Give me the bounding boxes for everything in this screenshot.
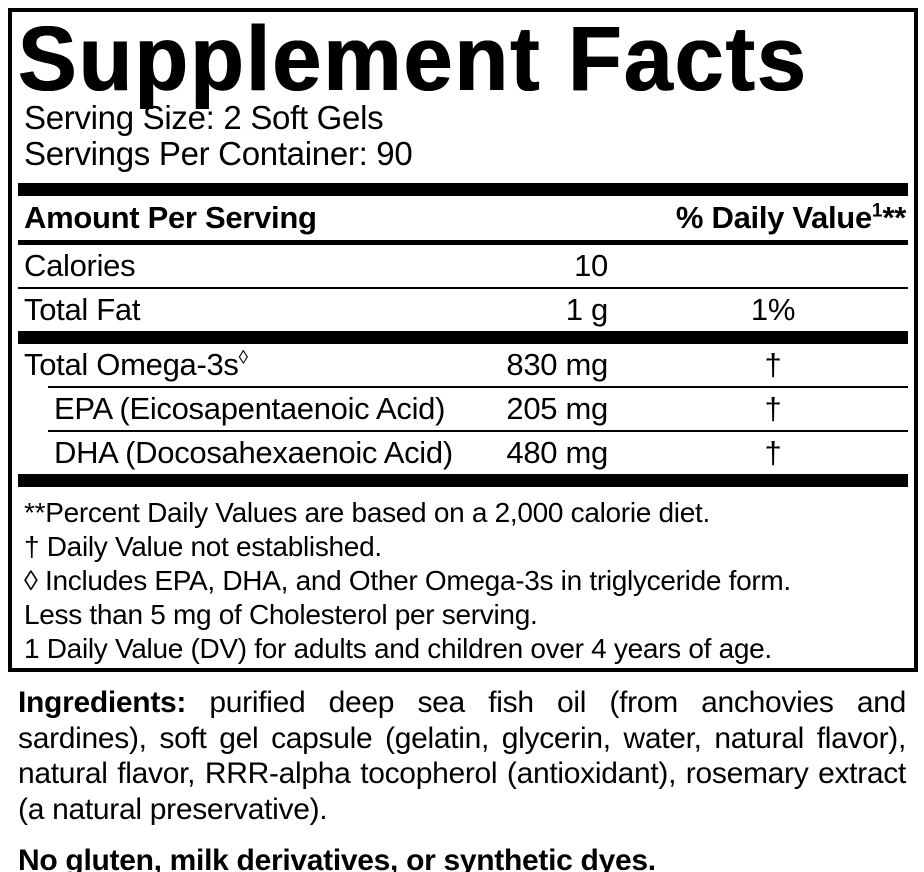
- row-rule: [18, 287, 908, 289]
- row-dha: DHA (Docosahexaenoic Acid) 480 mg †: [18, 432, 908, 474]
- row-rule-indented: [48, 430, 908, 432]
- nutrient-amount: 830 mg: [506, 347, 608, 382]
- nutrient-name-text: Total Omega-3s: [24, 347, 239, 382]
- nutrient-name: Total Omega-3s◊: [18, 347, 248, 383]
- nutrient-daily-value: †: [764, 435, 782, 470]
- header-rule: [18, 240, 908, 245]
- thick-divider-bottom: [18, 474, 908, 487]
- nutrient-amount: 480 mg: [506, 435, 608, 470]
- ingredients-label: Ingredients:: [18, 686, 187, 719]
- nutrient-daily-value: †: [764, 347, 782, 382]
- supplement-facts-panel: Supplement Facts Serving Size: 2 Soft Ge…: [8, 8, 918, 672]
- allergen-claim: No gluten, milk derivatives, or syntheti…: [18, 844, 656, 872]
- row-epa: EPA (Eicosapentaenoic Acid) 205 mg †: [18, 388, 908, 430]
- nutrient-name: DHA (Docosahexaenoic Acid): [54, 435, 453, 470]
- nutrient-name: Calories: [24, 248, 136, 283]
- servings-per-container: Servings Per Container: 90: [24, 135, 413, 172]
- row-calories: Calories 10: [18, 245, 908, 287]
- nutrient-amount: 1 g: [565, 292, 609, 327]
- daily-value-header-text: % Daily Value: [675, 200, 872, 235]
- footnote-dagger: † Daily Value not established.: [24, 531, 382, 562]
- nutrient-daily-value: †: [764, 391, 782, 426]
- nutrient-name: Total Fat: [24, 292, 141, 327]
- footnote-cholesterol: Less than 5 mg of Cholesterol per servin…: [24, 599, 538, 630]
- footnotes-block: **Percent Daily Values are based on a 2,…: [18, 487, 908, 666]
- thick-divider-top: [18, 183, 908, 196]
- daily-value-header: % Daily Value1**: [676, 200, 906, 236]
- nutrient-name: EPA (Eicosapentaenoic Acid): [54, 391, 446, 426]
- footnote-diamond: ◊ Includes EPA, DHA, and Other Omega-3s …: [24, 565, 791, 596]
- footnote-dv-age: 1 Daily Value (DV) for adults and childr…: [24, 633, 772, 664]
- footnote-percent-dv: **Percent Daily Values are based on a 2,…: [24, 497, 710, 528]
- nutrient-footnote-ref: ◊: [238, 347, 248, 369]
- panel-title: Supplement Facts: [18, 6, 808, 110]
- table-header-row: Amount Per Serving % Daily Value1**: [18, 196, 908, 240]
- row-total-omega3s: Total Omega-3s◊ 830 mg †: [18, 344, 908, 386]
- row-rule-indented: [48, 386, 908, 388]
- ingredients-paragraph: Ingredients: purified deep sea fish oil …: [18, 685, 906, 827]
- thick-divider-middle: [18, 331, 908, 344]
- serving-size: Serving Size: 2 Soft Gels: [24, 99, 384, 136]
- nutrient-daily-value: 1%: [750, 292, 796, 327]
- row-total-fat: Total Fat 1 g 1%: [18, 289, 908, 331]
- daily-value-footnote-ref: 1: [871, 200, 883, 222]
- nutrient-amount: 10: [574, 248, 608, 283]
- nutrient-amount: 205 mg: [506, 391, 608, 426]
- amount-per-serving-header: Amount Per Serving: [24, 200, 317, 235]
- ingredients-text: purified deep sea fish oil (from anchovi…: [18, 686, 906, 826]
- daily-value-stars: **: [882, 200, 906, 235]
